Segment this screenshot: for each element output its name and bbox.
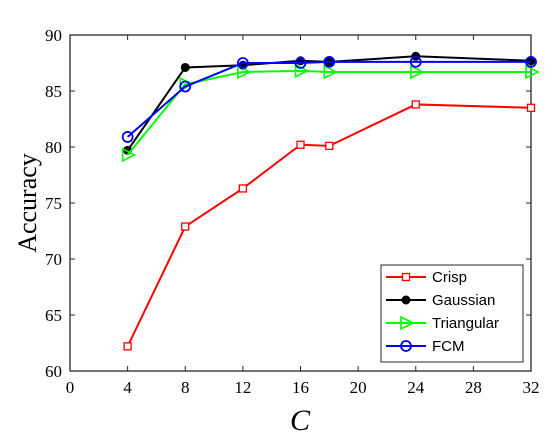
data-point-fcm [525, 55, 537, 68]
legend: Crisp Gaussian Triangular FCM [380, 264, 524, 363]
data-point-crisp [411, 100, 420, 109]
data-point-triangular [323, 64, 339, 80]
data-point-triangular [525, 64, 540, 80]
x-tick-label: 32 [523, 378, 540, 397]
legend-label-triangular: Triangular [432, 315, 499, 332]
legend-label-fcm: FCM [432, 338, 465, 355]
series-line-fcm [126, 60, 531, 138]
y-tick-label: 85 [45, 82, 62, 101]
series-crisp [123, 100, 536, 351]
y-tick-label: 80 [45, 138, 62, 157]
data-point-triangular [409, 64, 425, 80]
data-point-crisp [526, 103, 536, 112]
y-tick-label: 90 [45, 26, 62, 45]
data-point-fcm [236, 57, 249, 69]
x-tick-label: 16 [292, 378, 309, 397]
x-tick-label: 8 [181, 378, 190, 397]
data-point-fcm [294, 57, 307, 69]
legend-label-gaussian: Gaussian [432, 292, 495, 309]
legend-marker-triangular [400, 315, 415, 331]
ticks-layer: 0 4 8 12 16 20 24 28 32 60 65 70 75 80 85 90 [45, 26, 540, 397]
series-layer [121, 51, 540, 351]
x-tick-label: 24 [407, 378, 425, 397]
legend-marker-crisp [401, 272, 411, 282]
data-point-crisp [123, 342, 132, 351]
x-tick-label: 12 [234, 378, 251, 397]
y-tick-label: 60 [45, 362, 62, 381]
data-point-crisp [325, 141, 334, 151]
x-tick-label: 28 [465, 378, 482, 397]
data-point-gaussian [180, 62, 190, 72]
x-tick-label: 4 [123, 378, 132, 397]
y-tick-label: 70 [45, 250, 62, 269]
y-tick-label: 75 [45, 194, 62, 213]
y-tick-label: 65 [45, 306, 62, 325]
x-tick-label: 20 [350, 378, 367, 397]
legend-marker-gaussian [401, 295, 411, 305]
data-point-crisp [181, 222, 190, 231]
data-point-fcm [409, 55, 422, 68]
data-point-fcm [323, 55, 336, 68]
legend-label-crisp: Crisp [432, 269, 467, 286]
series-line-triangular [126, 69, 531, 156]
y-axis-label: Accuracy [13, 153, 42, 253]
x-axis-label: C [290, 404, 311, 437]
data-point-triangular [121, 147, 137, 163]
data-point-fcm [121, 131, 134, 143]
legend-marker-fcm [400, 340, 412, 352]
data-point-crisp [296, 140, 305, 149]
data-point-triangular [237, 64, 252, 80]
series-fcm [121, 55, 537, 143]
x-tick-label: 0 [66, 378, 75, 397]
data-point-fcm [179, 80, 192, 93]
data-point-crisp [238, 184, 248, 193]
